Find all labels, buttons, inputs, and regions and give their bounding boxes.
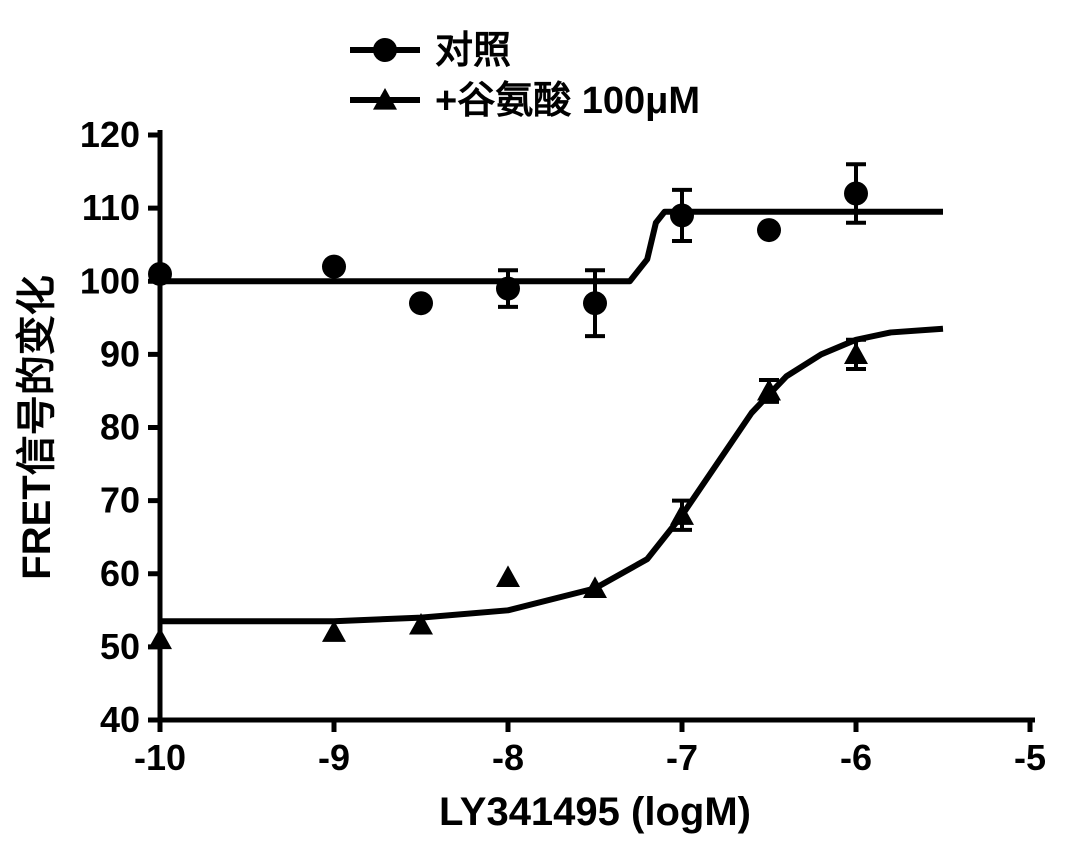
x-tick-label: -7 bbox=[666, 737, 698, 778]
x-tick-label: -8 bbox=[492, 737, 524, 778]
x-axis-label: LY341495 (logM) bbox=[439, 790, 751, 834]
chart-container: 40 50 60 70 80 90 100 110 120 -10 -9 -8 -7 -6 -5 LY3414… bbox=[0, 0, 1077, 865]
y-tick-label: 50 bbox=[100, 626, 140, 667]
x-tick-label: -6 bbox=[840, 737, 872, 778]
data-point-circle bbox=[496, 277, 520, 301]
y-tick-label: 90 bbox=[100, 333, 140, 374]
data-point-circle bbox=[148, 262, 172, 286]
y-tick-label: 100 bbox=[80, 260, 140, 301]
y-tick-label: 110 bbox=[82, 187, 140, 228]
y-axis-label: FRET信号的变化 bbox=[15, 275, 59, 579]
fit-curve-control bbox=[160, 212, 943, 281]
data-point-circle bbox=[409, 291, 433, 315]
data-point-circle bbox=[757, 218, 781, 242]
y-tick-label: 60 bbox=[100, 553, 140, 594]
data-point-circle bbox=[322, 255, 346, 279]
y-tick-label: 40 bbox=[100, 699, 140, 740]
data-point-circle bbox=[844, 182, 868, 206]
y-tick-label: 80 bbox=[100, 407, 140, 448]
y-tick-label: 70 bbox=[100, 480, 140, 521]
data-point-circle bbox=[670, 203, 694, 227]
data-point-circle bbox=[583, 291, 607, 315]
y-tick-label: 120 bbox=[80, 114, 140, 155]
data-point-triangle bbox=[148, 628, 172, 650]
data-point-triangle bbox=[583, 576, 607, 598]
data-point-triangle bbox=[496, 565, 520, 587]
legend-label: +谷氨酸 100μM bbox=[435, 80, 700, 122]
x-tick-label: -10 bbox=[134, 737, 186, 778]
x-tick-label: -5 bbox=[1014, 737, 1046, 778]
legend-label: 对照 bbox=[435, 30, 511, 72]
legend-marker-circle bbox=[373, 38, 397, 62]
x-tick-label: -9 bbox=[318, 737, 350, 778]
fit-curve-glutamate bbox=[160, 329, 943, 622]
chart-svg: 40 50 60 70 80 90 100 110 120 -10 -9 -8 -7 -6 -5 LY3414… bbox=[0, 0, 1077, 865]
